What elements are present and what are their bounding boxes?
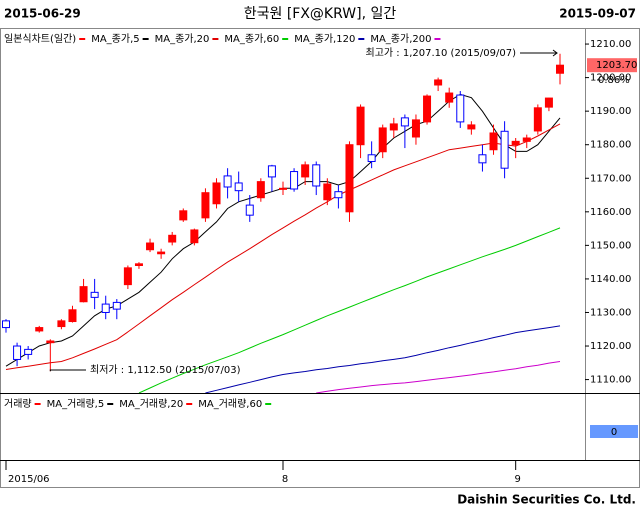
candle-body bbox=[533, 107, 542, 132]
candle-body bbox=[467, 124, 476, 130]
y-tick-label: 1150.00 bbox=[590, 240, 631, 251]
legend-label: MA_종가,5 bbox=[91, 33, 139, 45]
candle-body bbox=[279, 187, 287, 190]
last-price-label: 1203.70 bbox=[596, 60, 637, 71]
candle-body bbox=[123, 267, 132, 286]
volume-box bbox=[590, 425, 638, 438]
candle-body bbox=[511, 140, 520, 146]
ma-line bbox=[5, 123, 561, 370]
legend-label: MA_거래량,20 bbox=[119, 398, 183, 410]
candle-body bbox=[212, 182, 221, 205]
candle-body bbox=[290, 171, 299, 190]
x-tick-label: 2015/06 bbox=[8, 474, 50, 485]
candle-body bbox=[389, 123, 398, 131]
candle-body bbox=[223, 175, 232, 188]
legend-label: MA_종가,120 bbox=[294, 33, 355, 45]
candle-body bbox=[68, 309, 77, 323]
ma-line bbox=[205, 325, 561, 393]
plot bbox=[2, 53, 564, 393]
candle-body bbox=[267, 165, 276, 178]
candle-body bbox=[356, 106, 365, 146]
candle-body bbox=[522, 137, 531, 142]
candle-body bbox=[256, 181, 265, 199]
legend-label: MA_종가,20 bbox=[155, 33, 210, 45]
candle-body bbox=[456, 94, 465, 123]
y-tick-label: 1120.00 bbox=[590, 341, 631, 352]
candle-body bbox=[190, 229, 199, 244]
candle-body bbox=[323, 183, 332, 201]
low-annotation: 최저가 : 1,112.50 (2015/07/03) bbox=[90, 364, 241, 376]
candle-body bbox=[179, 210, 188, 221]
candle-body bbox=[478, 154, 487, 164]
candle-body bbox=[489, 132, 498, 151]
frame bbox=[0, 28, 640, 488]
candle-body bbox=[57, 320, 66, 328]
candle-body bbox=[101, 303, 110, 313]
ma-line bbox=[5, 93, 561, 367]
legend-label: MA_종가,200 bbox=[370, 33, 431, 45]
candle-body bbox=[411, 119, 420, 138]
high-annotation: 최고가 : 1,207.10 (2015/09/07) bbox=[366, 47, 517, 59]
candle-body bbox=[146, 242, 155, 251]
candle-body bbox=[157, 251, 166, 255]
y-tick-label: 1180.00 bbox=[590, 140, 631, 151]
end-date: 2015-09-07 bbox=[559, 7, 636, 21]
candle-body bbox=[434, 79, 443, 86]
volume-last: 0 bbox=[611, 427, 617, 438]
candle-body bbox=[245, 204, 254, 216]
candle-body bbox=[556, 64, 564, 74]
footer: Daishin Securities Co. Ltd. bbox=[457, 493, 636, 507]
y-tick-label: 1110.00 bbox=[590, 375, 631, 386]
ma-line bbox=[138, 227, 561, 393]
candle-body bbox=[367, 154, 376, 162]
candle-body bbox=[90, 291, 99, 298]
y-tick-label: 1140.00 bbox=[590, 274, 631, 285]
y-tick-label: 1130.00 bbox=[590, 307, 631, 318]
legend-label: MA_거래량,60 bbox=[198, 398, 262, 410]
legend-label: 일본식차트(일간) bbox=[4, 33, 76, 45]
candle-body bbox=[24, 348, 33, 355]
candle-body bbox=[423, 95, 432, 123]
y-tick-label: 1210.00 bbox=[590, 39, 631, 50]
candle-body bbox=[445, 92, 454, 103]
x-tick-label: 8 bbox=[282, 474, 288, 485]
legend-label: MA_종가,60 bbox=[224, 33, 279, 45]
candle-body bbox=[112, 301, 121, 310]
y-tick-label: 1190.00 bbox=[590, 106, 631, 117]
high-arrow bbox=[520, 49, 558, 57]
candle-body bbox=[13, 345, 22, 360]
start-date: 2015-06-29 bbox=[4, 7, 81, 21]
candle-body bbox=[234, 182, 243, 192]
x-tick-label: 9 bbox=[514, 474, 520, 485]
candle-body bbox=[378, 127, 387, 153]
candle-body bbox=[301, 164, 310, 178]
change-label: 0.86% bbox=[598, 75, 630, 86]
candle-body bbox=[46, 340, 55, 344]
candle-body bbox=[345, 144, 354, 213]
candle-body bbox=[2, 320, 10, 329]
candle-body bbox=[168, 234, 177, 243]
candle-body bbox=[500, 130, 509, 169]
last-price-box bbox=[587, 58, 637, 73]
candle-body bbox=[134, 263, 143, 266]
candle-body bbox=[79, 286, 88, 303]
y-tick-label: 1200.00 bbox=[590, 73, 631, 84]
candle-body bbox=[312, 164, 321, 187]
y-tick-label: 1160.00 bbox=[590, 207, 631, 218]
legend-label: 거래량 bbox=[4, 398, 32, 410]
chart-title: 한국원 [FX@KRW], 일간 bbox=[244, 6, 397, 22]
candle-body bbox=[334, 191, 343, 199]
candle-body bbox=[544, 97, 553, 108]
low-arrow bbox=[49, 369, 86, 372]
candle-body bbox=[35, 327, 44, 332]
candle-body bbox=[400, 117, 409, 127]
candle-body bbox=[201, 192, 210, 219]
ma-line bbox=[316, 361, 561, 393]
y-tick-label: 1170.00 bbox=[590, 173, 631, 184]
legend-label: MA_거래량,5 bbox=[47, 398, 105, 410]
